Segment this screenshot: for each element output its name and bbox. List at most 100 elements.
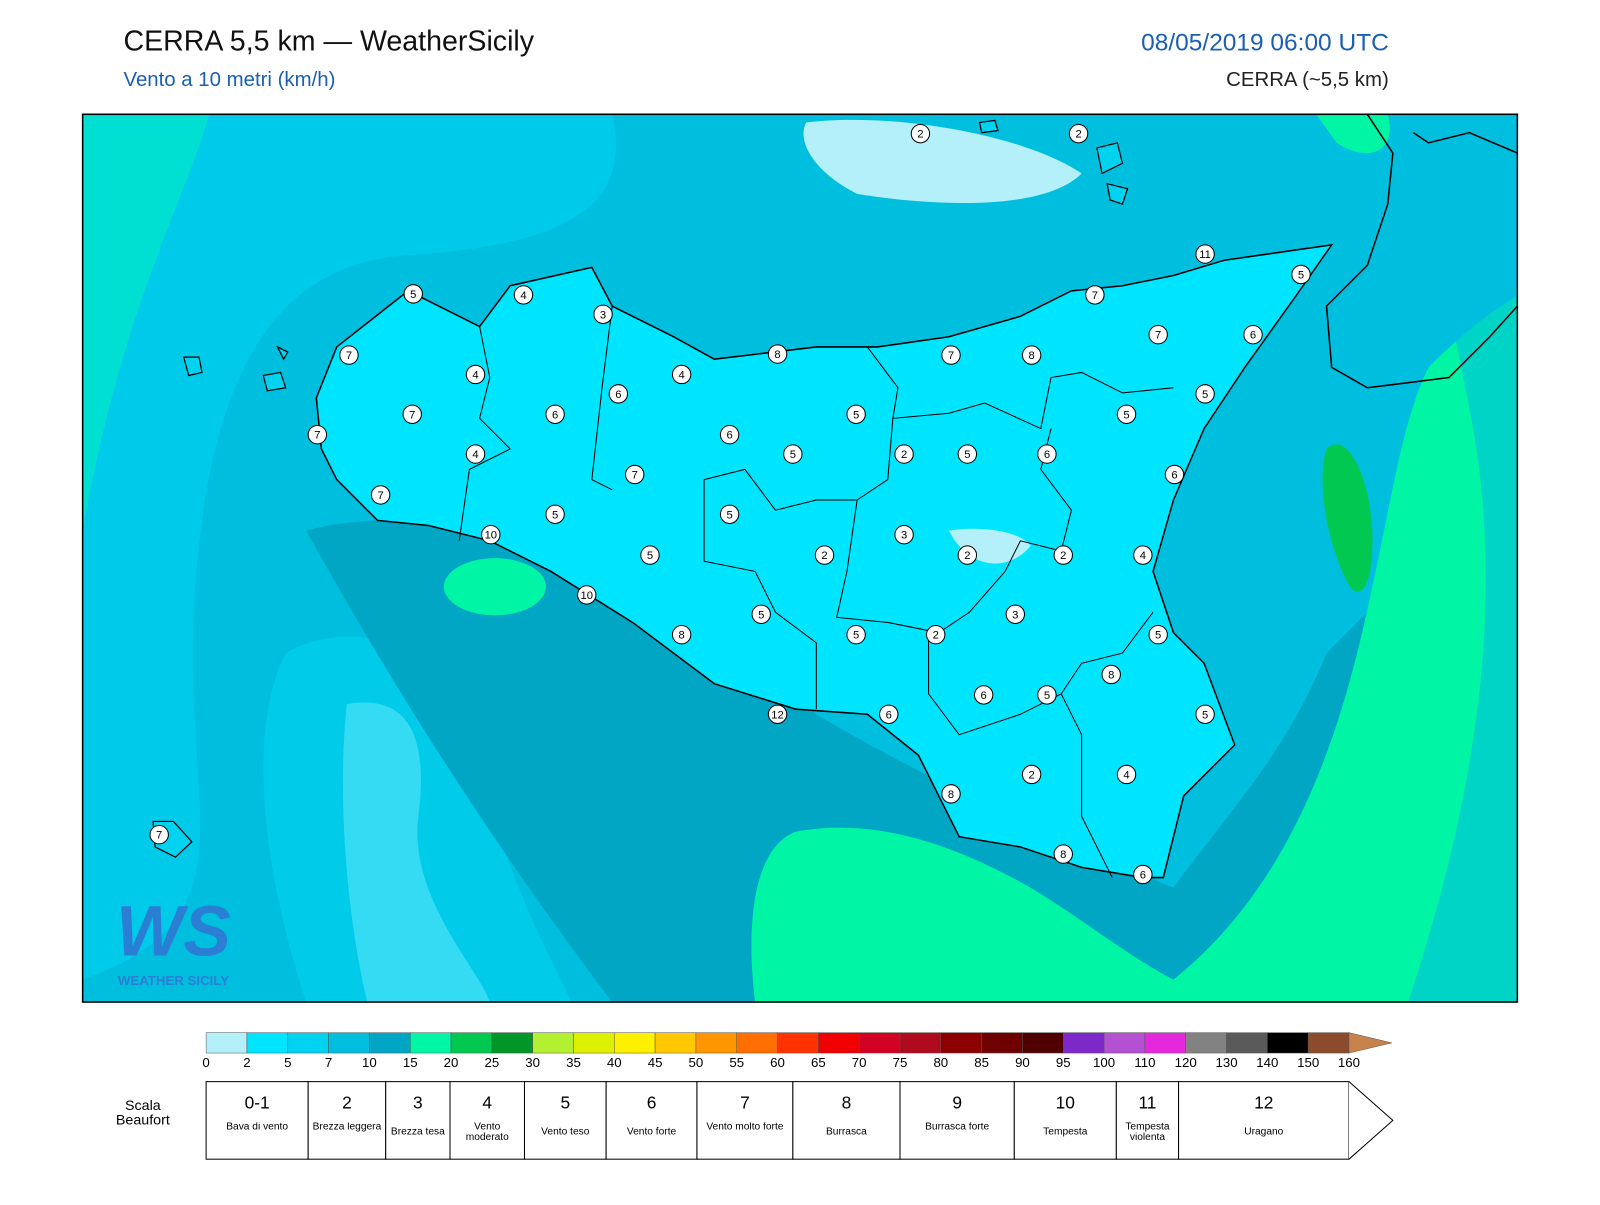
beaufort-cell [523,1081,607,1160]
beaufort-number: 2 [342,1093,352,1113]
island [152,119,1129,858]
color-swatch [1063,1032,1105,1054]
station-value: 7 [346,350,352,362]
colorbar-tick-label: 85 [974,1055,989,1070]
wind-area [751,295,1518,1003]
beaufort-cell [1115,1081,1180,1160]
beaufort-label-box: Uragano [1244,1127,1283,1137]
logo-mark: WS [116,892,231,972]
colorbar-tick-label: 90 [1015,1055,1030,1070]
beaufort-number: 9 [952,1093,962,1113]
station-value: 6 [1044,449,1050,461]
color-swatch [777,1032,819,1054]
beaufort-number: 7 [740,1093,750,1113]
colorbar-tick-label: 150 [1297,1055,1319,1070]
colorbar-tick-label: 100 [1093,1055,1115,1070]
beaufort-number: 4 [482,1093,492,1113]
station-marker [1195,704,1215,724]
station-value: 6 [981,690,987,702]
beaufort-number: 10 [1056,1093,1075,1113]
station-value: 7 [314,430,320,442]
station-marker [465,444,486,464]
station-value: 11 [1199,249,1211,261]
station-value: 4 [679,369,685,381]
station-value: 5 [1044,690,1050,702]
color-swatch [614,1032,656,1054]
station-value: 6 [1140,869,1146,881]
station-marker [894,525,914,545]
beaufort-number: 12 [1254,1093,1273,1113]
station-value: 4 [1123,769,1129,781]
station-marker [767,704,788,724]
colorbar-tick-label: 35 [566,1055,581,1070]
station-marker [1133,864,1153,885]
station-value: 12 [771,709,783,721]
beaufort-label-box: Vento moderato [466,1122,509,1142]
station-value: 10 [580,590,592,602]
station-value: 8 [679,630,685,642]
station-marker [545,404,565,424]
beaufort-label-box: Burrasca forte [925,1122,990,1133]
station-marker [481,525,501,545]
station-value: 5 [1202,709,1208,721]
station-marker [814,545,835,565]
beaufort-label: Vento forte [626,1126,677,1138]
station-marker [1053,844,1073,864]
station-marker [1148,625,1168,645]
colorbar-tick-label: 120 [1175,1055,1197,1070]
station-marker [513,285,534,305]
station-marker [1021,345,1042,365]
station-marker [957,545,978,565]
color-swatch [1022,1032,1064,1054]
color-swatch [1144,1032,1186,1054]
beaufort-label: Burrasca forte [925,1122,990,1133]
station-value: 2 [1075,129,1081,141]
station-marker [1021,764,1042,785]
colorbar-tick-label: 20 [444,1055,459,1070]
colorbar: 0 2 5 7 10 15 20 25 30 35 40 45 50 55 60 65 70 75 80 85 90 95… [202,1032,1392,1070]
station-value: 5 [1202,389,1208,401]
station-marker [149,825,169,845]
station-value: 2 [933,630,939,642]
beaufort-label-box: Vento forte [626,1126,677,1138]
station-marker [640,545,660,565]
beaufort-title: Scala Beaufort [116,1098,170,1128]
colorbar-tick-label: 25 [484,1055,499,1070]
station-marker [1053,545,1073,565]
station-marker [894,444,914,464]
color-swatch [450,1032,493,1054]
colorbar-tick-label: 95 [1056,1055,1071,1070]
colorbar-tick-label: 30 [525,1055,540,1070]
colorbar-tick-label: 75 [893,1055,908,1070]
wind-area [1316,114,1390,154]
beaufort-number: 6 [647,1093,657,1113]
color-swatch [818,1032,860,1054]
station-marker [941,345,961,365]
colorbar-tick-label: 45 [648,1055,663,1070]
station-value: 2 [964,550,970,562]
station-marker [1116,764,1137,785]
station-marker [1133,545,1153,565]
beaufort-label-box: Bava di vento [226,1122,288,1132]
title: CERRA 5,5 km — WeatherSicily [123,25,534,57]
model: CERRA (~5,5 km) [1226,69,1389,91]
color-swatch [1185,1032,1227,1054]
station-value: 8 [774,349,780,361]
beaufort-label: Burrasca [826,1126,867,1138]
station-value: 8 [948,789,954,801]
station-marker [910,123,931,144]
station-marker [1101,664,1121,685]
station-marker [783,444,803,464]
station-value: 5 [964,449,970,461]
station-marker [1037,685,1057,705]
beaufort-number: 11 [1138,1093,1156,1113]
beaufort-label: Brezza tesa [390,1126,445,1138]
colorbar-tick-label: 130 [1215,1055,1237,1070]
station-value: 2 [821,550,827,562]
station-value: 6 [1250,330,1256,342]
beaufort-label-box: Tempesta [1043,1127,1087,1137]
color-swatch [654,1032,697,1054]
station-value: 7 [632,469,638,481]
coastline [1325,114,1518,389]
station-marker [671,625,692,645]
